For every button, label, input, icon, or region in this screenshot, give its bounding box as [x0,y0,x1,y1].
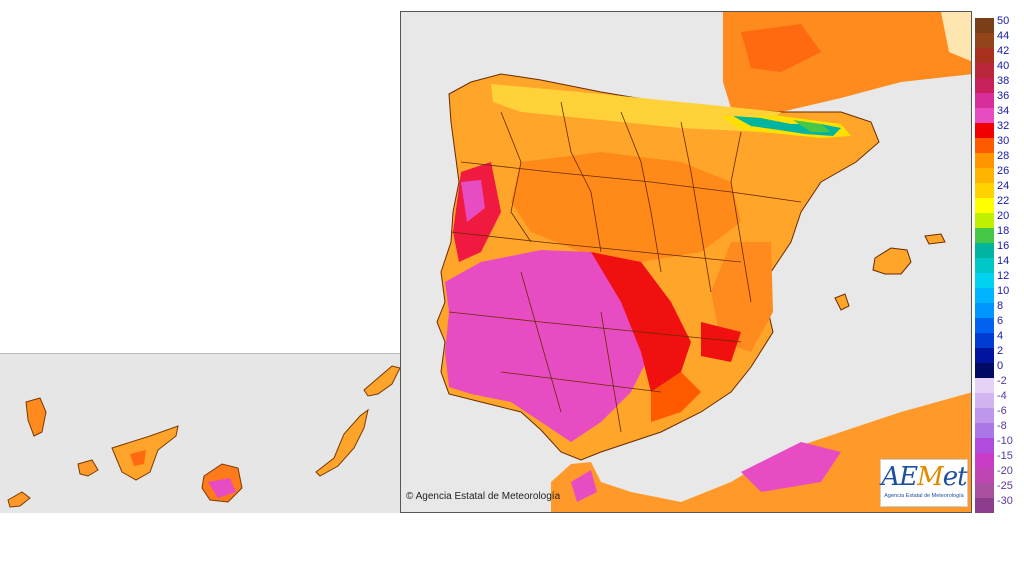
legend-swatch-positive [975,138,994,153]
island-lanzarote [363,365,401,397]
legend-swatch-positive [975,288,994,303]
legend-label-positive: 16 [997,240,1010,252]
legend-label-positive: 32 [997,120,1010,132]
aemet-logo: AEMet Agencia Estatal de Meteorología [880,459,968,507]
legend-swatch-negative [975,468,994,483]
legend-swatch-negative [975,438,994,453]
legend-label-positive: 22 [997,195,1010,207]
legend-label-negative: -4 [997,390,1007,402]
legend-swatch-positive [975,108,994,123]
legend-swatch-positive [975,258,994,273]
legend-label-positive: 26 [997,165,1010,177]
legend-label-positive: 20 [997,210,1010,222]
legend-swatch-positive [975,18,994,33]
legend-swatch-positive [975,33,994,48]
legend-swatch-positive [975,318,994,333]
legend-swatch-negative [975,393,994,408]
legend-label-positive: 28 [997,150,1010,162]
legend-swatch-positive [975,333,994,348]
legend-label-negative: -15 [997,450,1013,462]
north-africa-region [551,392,971,512]
legend-label-positive: 18 [997,225,1010,237]
legend-swatch-positive [975,363,994,378]
legend-label-positive: 4 [997,330,1004,342]
legend-label-negative: -20 [997,465,1013,477]
legend-swatch-negative [975,378,994,393]
canary-islands-inset [0,353,402,513]
legend-swatch-positive [975,303,994,318]
canary-islands-map [7,365,401,508]
island-mallorca [872,247,912,275]
legend-swatch-positive [975,348,994,363]
legend-swatch-positive [975,153,994,168]
legend-swatch-positive [975,168,994,183]
legend-label-positive: 2 [997,345,1004,357]
legend-swatch-positive [975,78,994,93]
legend-swatch-positive [975,183,994,198]
copyright-text: © Agencia Estatal de Meteorología [406,491,561,502]
legend-label-positive: 12 [997,270,1010,282]
legend-swatch-negative [975,453,994,468]
peninsula-temperature-map [400,11,972,513]
legend-swatch-positive [975,273,994,288]
legend-swatch-positive [975,93,994,108]
legend-label-negative: -30 [997,495,1013,507]
legend-swatch-positive [975,243,994,258]
legend-swatch-negative [975,498,994,513]
temperature-legend: 50 44 42 40 38 36 34 32 30 28 26 24 22 20 18 16 14 12 10 8 6… [975,15,1024,514]
legend-label-positive: 38 [997,75,1010,87]
aemet-logo-mark: AEMet [881,462,967,492]
legend-label-negative: -25 [997,480,1013,492]
island-menorca [924,233,946,245]
legend-label-negative: -8 [997,420,1007,432]
hot-southwest-region [445,250,651,442]
island-el-hierro [7,491,31,508]
legend-label-positive: 0 [997,360,1004,372]
legend-swatch-positive [975,48,994,63]
peninsula-map [436,12,971,512]
aemet-logo-subtitle: Agencia Estatal de Meteorología [884,493,964,499]
legend-label-positive: 6 [997,315,1004,327]
legend-swatch-negative [975,483,994,498]
legend-label-positive: 44 [997,30,1010,42]
legend-label-positive: 50 [997,15,1010,27]
legend-swatch-positive [975,198,994,213]
legend-swatch-positive [975,63,994,78]
legend-swatch-positive [975,213,994,228]
legend-label-negative: -10 [997,435,1013,447]
legend-label-positive: 34 [997,105,1010,117]
legend-label-positive: 36 [997,90,1010,102]
legend-label-positive: 42 [997,45,1010,57]
island-la-palma [25,397,47,437]
legend-label-positive: 40 [997,60,1010,72]
legend-label-positive: 10 [997,285,1010,297]
island-ibiza [834,293,850,311]
island-la-gomera [77,459,99,477]
legend-label-positive: 24 [997,180,1010,192]
legend-swatch-positive [975,228,994,243]
legend-label-positive: 8 [997,300,1004,312]
legend-label-positive: 14 [997,255,1010,267]
legend-label-negative: -6 [997,405,1007,417]
legend-swatch-negative [975,408,994,423]
legend-swatch-negative [975,423,994,438]
legend-label-negative: -2 [997,375,1007,387]
legend-label-positive: 30 [997,135,1010,147]
island-fuerteventura [315,408,369,477]
legend-swatch-positive [975,123,994,138]
